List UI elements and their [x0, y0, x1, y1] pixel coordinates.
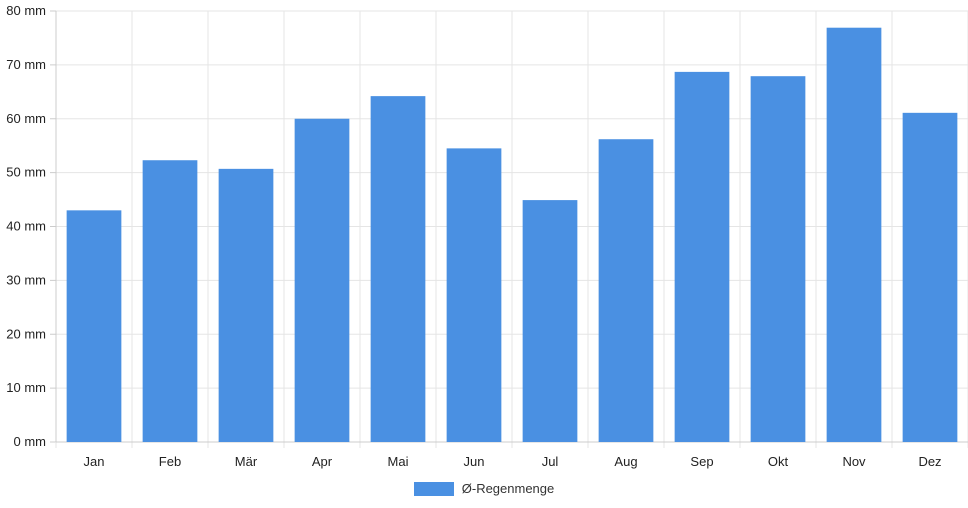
- legend-label: Ø-Regenmenge: [461, 481, 555, 496]
- bar-jul[interactable]: [522, 200, 578, 442]
- bar-aug[interactable]: [598, 139, 654, 442]
- bar-mär[interactable]: [218, 168, 274, 442]
- bar-dez[interactable]: [902, 112, 958, 442]
- y-tick-label: 30 mm: [6, 272, 46, 287]
- bar-mai[interactable]: [370, 96, 426, 442]
- x-tick-label: Mär: [235, 454, 258, 469]
- bar-jan[interactable]: [66, 210, 122, 442]
- x-tick-label: Okt: [768, 454, 789, 469]
- x-tick-label: Jul: [542, 454, 559, 469]
- x-tick-label: Feb: [159, 454, 181, 469]
- legend-swatch: [413, 481, 454, 496]
- bar-feb[interactable]: [142, 160, 198, 442]
- bar-nov[interactable]: [826, 27, 882, 442]
- bar-okt[interactable]: [750, 76, 806, 442]
- x-tick-label: Apr: [312, 454, 333, 469]
- y-tick-label: 0 mm: [14, 434, 47, 449]
- x-tick-label: Dez: [918, 454, 941, 469]
- bar-sep[interactable]: [674, 71, 730, 442]
- y-tick-label: 10 mm: [6, 380, 46, 395]
- y-tick-label: 40 mm: [6, 219, 46, 234]
- legend[interactable]: Ø-Regenmenge: [0, 481, 968, 496]
- y-tick-label: 70 mm: [6, 57, 46, 72]
- y-tick-label: 50 mm: [6, 165, 46, 180]
- x-tick-label: Jan: [84, 454, 105, 469]
- bar-apr[interactable]: [294, 118, 350, 442]
- y-tick-label: 20 mm: [6, 326, 46, 341]
- x-tick-label: Nov: [842, 454, 866, 469]
- x-tick-label: Aug: [614, 454, 637, 469]
- x-tick-label: Sep: [690, 454, 713, 469]
- x-tick-label: Mai: [388, 454, 409, 469]
- x-tick-label: Jun: [464, 454, 485, 469]
- bar-jun[interactable]: [446, 148, 502, 442]
- chart-canvas: 0 mm 10 mm 20 mm 30 mm 40 mm 50 mm 60 mm 70 mm 8…: [6, 3, 968, 469]
- y-tick-label: 60 mm: [6, 111, 46, 126]
- y-tick-label: 80 mm: [6, 3, 46, 18]
